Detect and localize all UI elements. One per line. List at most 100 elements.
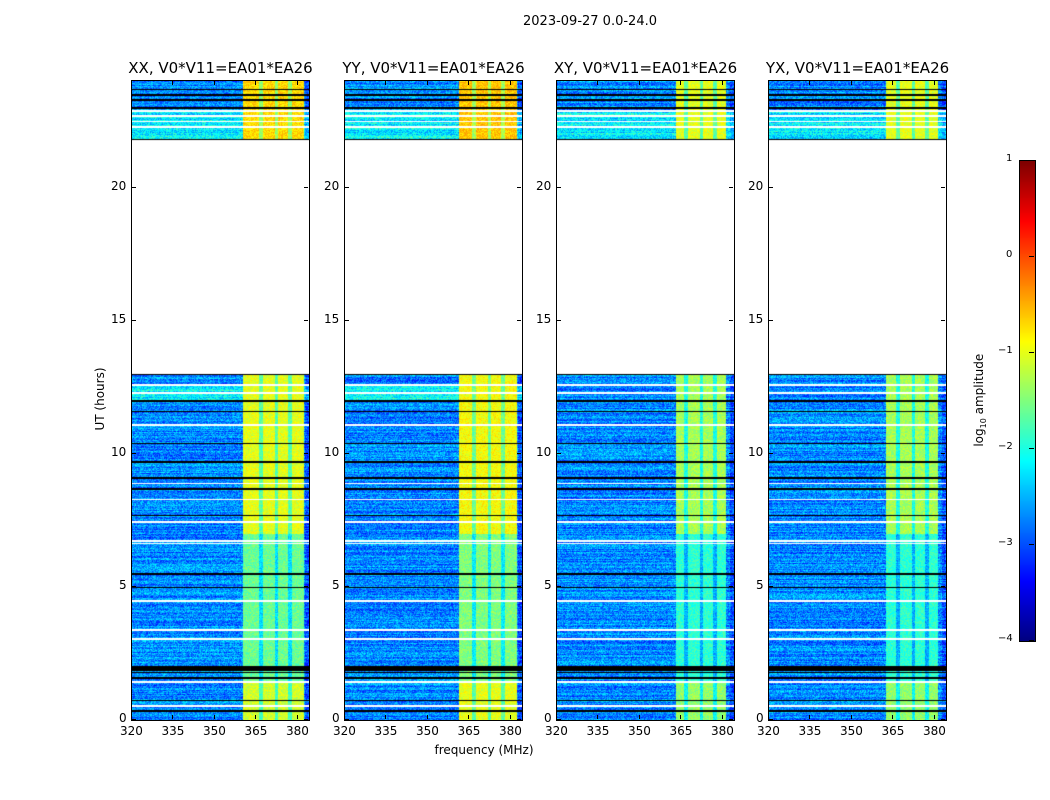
x-tick-mark bbox=[172, 715, 174, 719]
y-tick-mark bbox=[345, 319, 349, 321]
y-tick-mark bbox=[557, 452, 561, 454]
y-tick-mark bbox=[517, 319, 521, 321]
colorbar-tick-mark bbox=[1029, 352, 1034, 353]
y-tick-mark bbox=[304, 319, 308, 321]
x-tick-mark bbox=[556, 715, 557, 719]
heatmap-image bbox=[345, 81, 522, 720]
x-tick-label: 335 bbox=[374, 724, 398, 738]
y-tick-mark bbox=[729, 319, 733, 321]
x-tick-mark bbox=[768, 715, 769, 719]
y-tick-mark bbox=[729, 452, 733, 454]
x-tick-mark bbox=[809, 715, 811, 719]
y-tick-mark bbox=[345, 452, 349, 454]
y-tick-mark bbox=[345, 719, 349, 720]
colorbar-tick-label: −1 bbox=[998, 345, 1013, 356]
x-tick-mark bbox=[768, 81, 769, 85]
x-tick-mark bbox=[680, 81, 682, 85]
x-tick-mark bbox=[721, 715, 723, 719]
x-tick-mark bbox=[296, 715, 298, 719]
y-tick-mark bbox=[769, 719, 773, 720]
colorbar-tick-label: 1 bbox=[1006, 153, 1013, 164]
panel-title: XY, V0*V11=EA01*EA26 bbox=[553, 59, 738, 77]
y-tick-label: 0 bbox=[756, 711, 764, 725]
figure-title: 2023-09-27 0.0-24.0 bbox=[523, 14, 657, 29]
y-tick-mark bbox=[517, 186, 521, 188]
x-tick-label: 380 bbox=[710, 724, 734, 738]
y-tick-mark bbox=[769, 319, 773, 321]
x-tick-mark bbox=[933, 715, 935, 719]
x-tick-label: 335 bbox=[586, 724, 610, 738]
x-tick-mark bbox=[131, 715, 132, 719]
y-tick-label: 10 bbox=[536, 444, 552, 459]
x-tick-label: 350 bbox=[839, 724, 863, 738]
y-tick-mark bbox=[132, 585, 136, 587]
x-tick-mark bbox=[933, 81, 935, 85]
y-tick-mark bbox=[517, 719, 521, 720]
heatmap-panel-3: YX, V0*V11=EA01*EA26 bbox=[766, 59, 949, 721]
y-tick-mark bbox=[557, 186, 561, 188]
y-tick-label: 20 bbox=[111, 178, 127, 193]
x-tick-mark bbox=[850, 81, 852, 85]
x-tick-mark bbox=[344, 715, 345, 719]
x-tick-mark bbox=[426, 715, 428, 719]
y-tick-mark bbox=[941, 719, 945, 720]
y-tick-mark bbox=[304, 585, 308, 587]
y-tick-label: 10 bbox=[111, 444, 127, 459]
y-tick-mark bbox=[729, 186, 733, 188]
y-tick-label: 0 bbox=[119, 711, 127, 725]
heatmap-panel-2: XY, V0*V11=EA01*EA26 bbox=[554, 59, 737, 721]
y-tick-mark bbox=[132, 319, 136, 321]
y-tick-mark bbox=[769, 186, 773, 188]
heatmap-image bbox=[769, 81, 946, 720]
x-tick-mark bbox=[809, 81, 811, 85]
x-tick-label: 365 bbox=[881, 724, 905, 738]
x-tick-mark bbox=[638, 715, 640, 719]
y-tick-mark bbox=[345, 585, 349, 587]
y-tick-label: 15 bbox=[111, 311, 127, 326]
colorbar-tick-mark bbox=[1029, 640, 1034, 641]
y-tick-mark bbox=[729, 585, 733, 587]
y-tick-mark bbox=[769, 452, 773, 454]
colorbar-tick-mark bbox=[1029, 544, 1034, 545]
x-tick-label: 350 bbox=[627, 724, 651, 738]
y-tick-mark bbox=[941, 452, 945, 454]
x-tick-label: 365 bbox=[457, 724, 481, 738]
x-tick-label: 320 bbox=[120, 724, 143, 738]
y-tick-mark bbox=[345, 186, 349, 188]
x-tick-mark bbox=[213, 81, 215, 85]
y-tick-mark bbox=[132, 452, 136, 454]
x-tick-mark bbox=[426, 81, 428, 85]
heatmap-image bbox=[132, 81, 309, 720]
x-tick-mark bbox=[468, 715, 470, 719]
y-tick-mark bbox=[132, 186, 136, 188]
panel-title: YY, V0*V11=EA01*EA26 bbox=[342, 59, 525, 77]
colorbar-label-prefix: log bbox=[971, 428, 986, 447]
x-tick-label: 380 bbox=[285, 724, 309, 738]
y-tick-label: 5 bbox=[756, 577, 764, 592]
colorbar-tick-mark bbox=[1029, 256, 1034, 257]
x-tick-mark bbox=[509, 81, 511, 85]
x-tick-label: 320 bbox=[757, 724, 780, 738]
panel-title: YX, V0*V11=EA01*EA26 bbox=[765, 59, 950, 77]
colorbar-tick-mark bbox=[1029, 448, 1034, 449]
y-tick-mark bbox=[132, 719, 136, 720]
x-tick-mark bbox=[597, 715, 599, 719]
x-tick-label: 365 bbox=[669, 724, 693, 738]
heatmap-panel-1: YY, V0*V11=EA01*EA26 bbox=[342, 59, 525, 721]
y-tick-label: 5 bbox=[332, 577, 340, 592]
x-tick-mark bbox=[255, 715, 257, 719]
x-axis-label: frequency (MHz) bbox=[434, 743, 534, 757]
x-tick-mark bbox=[468, 81, 470, 85]
x-tick-mark bbox=[131, 81, 132, 85]
colorbar-tick-label: 0 bbox=[1006, 249, 1013, 260]
x-tick-mark bbox=[680, 715, 682, 719]
heatmap-panel-0: XX, V0*V11=EA01*EA26 bbox=[128, 59, 313, 721]
x-tick-label: 350 bbox=[202, 724, 226, 738]
x-tick-label: 380 bbox=[498, 724, 522, 738]
colorbar-label-suffix: amplitude bbox=[971, 353, 986, 419]
y-tick-mark bbox=[557, 719, 561, 720]
x-tick-mark bbox=[385, 715, 387, 719]
x-tick-label: 320 bbox=[545, 724, 568, 738]
colorbar-label-sub: 10 bbox=[979, 418, 989, 429]
